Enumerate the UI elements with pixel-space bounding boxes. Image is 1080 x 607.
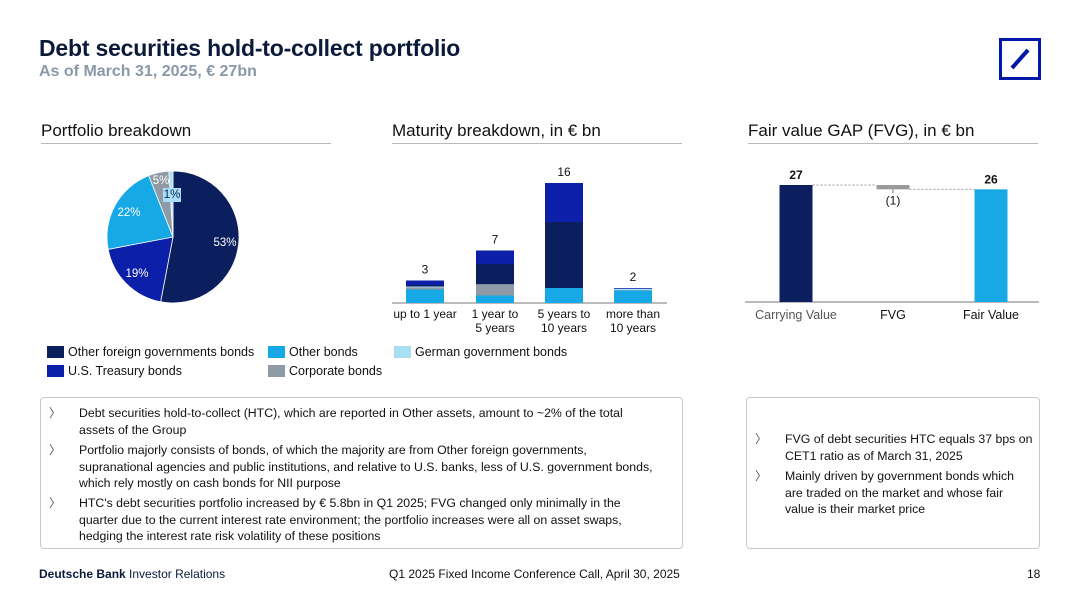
bullet-line: Debt securities hold-to-collect (HTC), w… — [79, 406, 623, 420]
chevron-right-icon: 〉 — [49, 496, 62, 510]
x-tick-label: up to 1 year — [393, 307, 456, 321]
bullet-item: 〉 HTC's debt securities portfolio increa… — [49, 495, 679, 545]
bar-segment — [476, 250, 514, 264]
pie-value-label: 22% — [117, 207, 140, 219]
maturity-divider — [392, 143, 682, 144]
bullet-line: which rely mostly on cash bonds for NII … — [79, 476, 341, 490]
portfolio-divider — [41, 143, 331, 144]
page-title: Debt securities hold-to-collect portfoli… — [39, 35, 461, 61]
waterfall-bar — [779, 185, 813, 302]
bullet-line: Mainly driven by government bonds which — [785, 469, 1014, 483]
fvg-waterfall-chart: 27 (1) 26 Carrying Value FVG Fair Value — [745, 168, 1039, 322]
fvg-divider — [748, 143, 1038, 144]
legend-swatch — [394, 346, 411, 358]
pie-slice — [106, 175, 174, 250]
bar-segment — [476, 284, 514, 296]
bar-segment — [614, 288, 652, 289]
bar-total-label: 7 — [492, 233, 499, 247]
legend-label: U.S. Treasury bonds — [68, 364, 182, 378]
portfolio-heading: Portfolio breakdown — [41, 121, 192, 140]
bullet-item: 〉 FVG of debt securities HTC equals 37 b… — [755, 431, 1035, 465]
x-tick-label: 1 year to — [472, 307, 519, 321]
bar-segment — [614, 290, 652, 303]
bullet-item: 〉 Debt securities hold-to-collect (HTC),… — [49, 405, 679, 439]
right-commentary-box: 〉 FVG of debt securities HTC equals 37 b… — [746, 397, 1040, 549]
x-tick-label: more than — [606, 307, 660, 321]
bar-total-label: 3 — [422, 263, 429, 277]
deutsche-bank-logo-icon — [999, 38, 1041, 80]
bar-segment — [406, 287, 444, 290]
bar-segment — [614, 288, 652, 290]
legend-swatch — [268, 346, 285, 358]
maturity-heading: Maturity breakdown, in € bn — [392, 121, 601, 140]
bullet-line: value is their market price — [785, 502, 926, 516]
legend-label: Other foreign governments bonds — [68, 345, 255, 359]
bullet-line: assets of the Group — [79, 422, 187, 437]
x-tick-label: Carrying Value — [755, 308, 837, 322]
legend-swatch — [47, 346, 64, 358]
bullet-line: are traded on the market and whose fair — [785, 485, 1004, 500]
bullet-line: FVG of debt securities HTC equals 37 bps… — [785, 432, 1033, 446]
left-commentary-box: 〉 Debt securities hold-to-collect (HTC),… — [40, 397, 683, 549]
portfolio-pie-chart: 53% 19% 22% 5% 1% — [106, 170, 240, 304]
bar-segment — [406, 280, 444, 285]
x-tick-label: Fair Value — [963, 308, 1019, 322]
pie-value-label: 5% — [153, 175, 170, 187]
bar-value-label: 26 — [984, 172, 998, 186]
footer-event: Q1 2025 Fixed Income Conference Call, Ap… — [389, 567, 680, 581]
legend-swatch — [47, 365, 64, 377]
x-tick-label: 5 years to — [538, 307, 591, 321]
pie-value-label: 19% — [125, 268, 148, 280]
pie-slice — [107, 236, 174, 303]
legend-label: Corporate bonds — [289, 364, 383, 378]
pie-slice — [168, 170, 174, 238]
bar-segment — [406, 289, 444, 303]
x-tick-label: 10 years — [610, 321, 656, 335]
legend-label: German government bonds — [415, 345, 568, 359]
bar-segment — [406, 286, 444, 288]
footer-brand-suffix: Investor Relations — [129, 567, 226, 581]
bullet-line: quarter due to the current interest rate… — [79, 512, 622, 527]
chevron-right-icon: 〉 — [755, 469, 768, 483]
bar-total-label: 2 — [630, 270, 637, 284]
pie-value-label: 53% — [213, 237, 236, 249]
logo-slash-icon — [1010, 48, 1030, 70]
bar-value-label: (1) — [886, 193, 901, 207]
footer-brand: Deutsche Bank Investor Relations — [39, 567, 225, 581]
bar-total-label: 16 — [557, 165, 571, 179]
bullet-item: 〉 Portfolio majorly consists of bonds, o… — [49, 442, 679, 492]
bar-segment — [476, 264, 514, 285]
waterfall-bar — [876, 185, 910, 190]
bullet-line: HTC's debt securities portfolio increase… — [79, 496, 621, 510]
bar-value-label: 27 — [789, 168, 803, 182]
bar-segment — [545, 288, 583, 303]
maturity-bar-chart: 3 up to 1 year 7 1 year to5 years 16 5 years … — [392, 165, 667, 335]
pie-slice — [160, 170, 240, 304]
page-subtitle: As of March 31, 2025, € 27bn — [39, 63, 257, 80]
page-number: 18 — [1027, 567, 1041, 581]
chevron-right-icon: 〉 — [49, 443, 62, 457]
pie-label-bg — [163, 188, 181, 202]
bar-segment — [476, 295, 514, 303]
pie-value-label: 1% — [164, 189, 181, 201]
chevron-right-icon: 〉 — [49, 406, 62, 420]
fvg-heading: Fair value GAP (FVG), in € bn — [748, 121, 975, 140]
bullet-line: supranational agencies and public instit… — [79, 459, 653, 474]
legend-swatch — [268, 365, 285, 377]
x-tick-label: 10 years — [541, 321, 587, 335]
bar-segment — [545, 222, 583, 288]
legend-label: Other bonds — [289, 345, 358, 359]
x-tick-label: 5 years — [475, 321, 514, 335]
bullet-item: 〉 Mainly driven by government bonds whic… — [755, 468, 1035, 518]
footer-brand-name: Deutsche Bank — [39, 567, 126, 581]
waterfall-bar — [974, 189, 1008, 302]
bullet-line: Portfolio majorly consists of bonds, of … — [79, 443, 587, 457]
bullet-line: hedging the interest rate risk volatilit… — [79, 529, 381, 543]
chevron-right-icon: 〉 — [755, 432, 768, 446]
bar-segment — [406, 285, 444, 287]
bar-segment — [545, 183, 583, 222]
bullet-line: CET1 ratio as of March 31, 2025 — [785, 448, 963, 463]
x-tick-label: FVG — [880, 308, 906, 322]
